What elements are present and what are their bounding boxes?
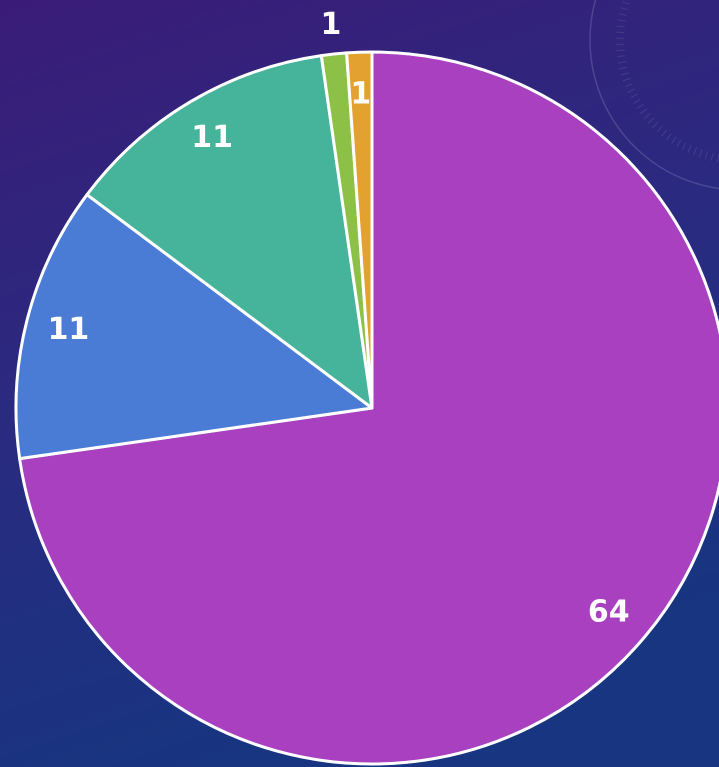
data-label: 11 [48,312,90,347]
data-label: 11 [191,120,233,155]
pie-slice [345,50,374,410]
pie-slice [85,54,374,410]
pie-slice [18,50,719,766]
decoration [589,0,719,190]
data-label: 1 [320,7,341,42]
data-label: 1 [350,76,371,111]
data-label: 64 [588,595,630,630]
pie-slice [14,193,374,461]
